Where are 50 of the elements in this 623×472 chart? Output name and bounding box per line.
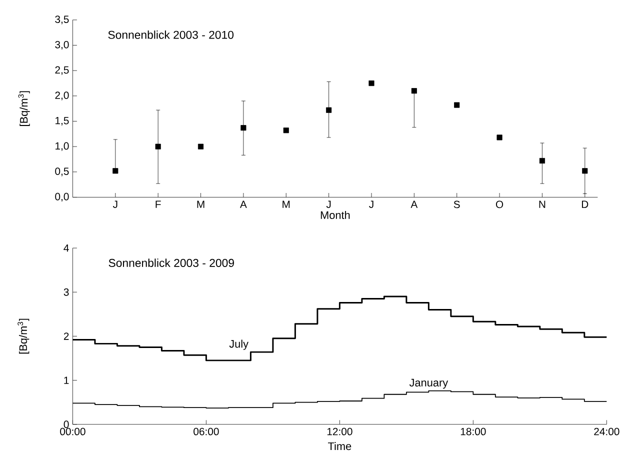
point — [368, 80, 374, 86]
x-tick-label: J — [369, 200, 374, 208]
series-label: July — [229, 340, 248, 350]
x-tick-label: M — [197, 200, 204, 208]
point — [283, 128, 289, 134]
point — [454, 102, 460, 108]
point — [240, 124, 246, 131]
x-tick-label: D — [582, 200, 588, 208]
point — [496, 134, 502, 140]
point — [112, 168, 118, 174]
point — [155, 144, 161, 150]
y-tick-label: 2,0 — [55, 92, 69, 100]
x-tick-label: 00:00 — [60, 428, 86, 436]
text: Sonnenblick 2003 - 2009 — [108, 258, 234, 267]
x-axis-title: Month — [320, 210, 350, 219]
y-tick-label: 1,5 — [56, 116, 69, 126]
y-tick-label: 3,0 — [55, 40, 69, 50]
y-tick-label: 2,5 — [55, 66, 69, 75]
point — [326, 107, 332, 113]
y-tick-label: 0 — [64, 420, 69, 428]
x-tick-label: A — [240, 200, 247, 208]
x-tick-label: 06:00 — [194, 428, 219, 436]
x-tick-label: S — [454, 200, 460, 208]
point — [198, 144, 204, 150]
x-tick-label: J — [112, 200, 118, 208]
x-tick-label: O — [496, 200, 504, 208]
y-tick-label: 1,0 — [56, 142, 69, 151]
x-tick-label: J — [326, 200, 331, 208]
y-tick-label: 2 — [64, 332, 69, 340]
y-tick-label: 3,5 — [55, 16, 69, 24]
x-tick-label: 12:00 — [327, 428, 352, 436]
point — [582, 168, 588, 174]
x-tick-label: 24:00 — [594, 428, 620, 436]
point — [539, 158, 545, 164]
y-axis-title: [Bq/m$^{3}$] — [18, 91, 30, 126]
y-tick-label: 3 — [64, 288, 69, 296]
x-axis-title: Time — [328, 442, 352, 450]
y-axis-title: [Bq/m$^{3}$] — [18, 318, 30, 354]
x-tick-label: A — [410, 200, 418, 208]
series-label: January — [409, 378, 448, 389]
x-tick-label: F — [156, 200, 161, 208]
x-tick-label: N — [539, 200, 546, 208]
y-tick-label: 4 — [64, 244, 69, 252]
y-tick-label: 1 — [64, 376, 69, 384]
x-tick-label: M — [282, 200, 290, 208]
x-tick-label: 18:00 — [460, 428, 486, 436]
y-tick-label: 0,0 — [55, 192, 69, 202]
point — [411, 88, 417, 94]
y-tick-label: 0,5 — [55, 168, 69, 176]
text: Sonnenblick 2003 - 2010 — [108, 30, 234, 39]
